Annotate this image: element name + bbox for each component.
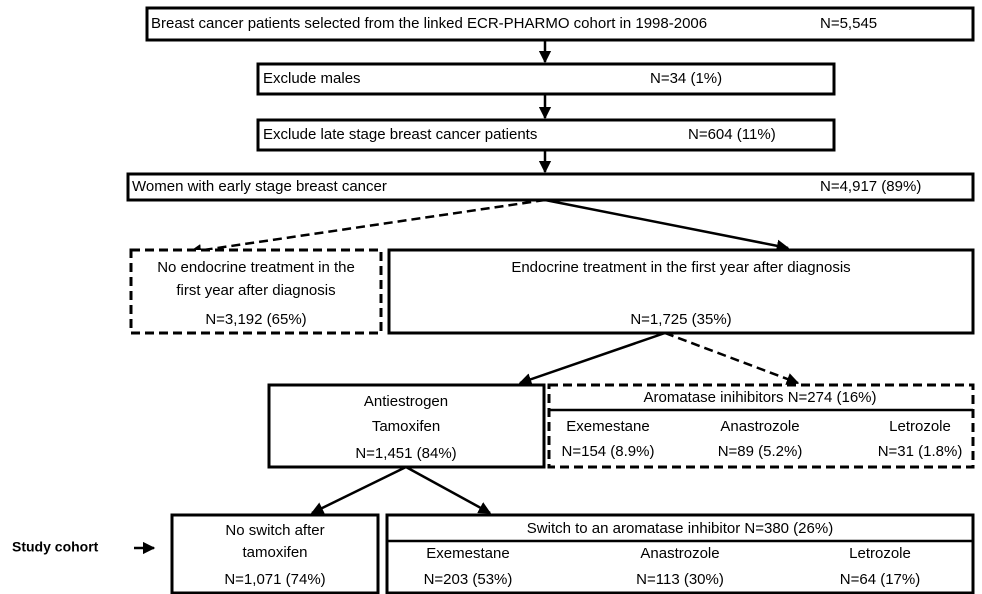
- label: tamoxifen: [242, 544, 307, 561]
- arrow: [544, 198, 790, 252]
- connectors: [134, 40, 800, 555]
- subgroup-count: N=31 (1.8%): [878, 443, 963, 460]
- node: Breast cancer patients selected from the…: [145, 6, 975, 42]
- arrow: [405, 465, 492, 515]
- node: Women with early stage breast cancer N=4…: [126, 172, 975, 202]
- subgroup-count: N=89 (5.2%): [718, 443, 803, 460]
- label: Antiestrogen: [364, 393, 448, 410]
- node: Aromatase inihibitors N=274 (16%) Exemes…: [547, 383, 975, 469]
- arrow: [664, 331, 800, 385]
- box: [256, 62, 836, 96]
- box: [256, 118, 836, 152]
- count: N=1,725 (35%): [630, 311, 731, 328]
- label: Women with early stage breast cancer: [132, 178, 387, 195]
- count: N=3,192 (65%): [205, 311, 306, 328]
- subgroup-count: N=64 (17%): [840, 571, 920, 588]
- label: No endocrine treatment in the: [157, 259, 355, 276]
- count: N=604 (11%): [688, 126, 776, 143]
- label: Tamoxifen: [372, 418, 440, 435]
- label: Switch to an aromatase inhibitor N=380 (…: [527, 520, 833, 537]
- box: [385, 513, 975, 594]
- count: N=1,451 (84%): [355, 445, 456, 462]
- arrow: [188, 198, 546, 257]
- label: Breast cancer patients selected from the…: [151, 15, 707, 32]
- count: N=1,071 (74%): [224, 571, 325, 588]
- subgroup-name: Anastrozole: [640, 545, 719, 562]
- box: [145, 6, 975, 42]
- arrow: [518, 331, 666, 386]
- node: No endocrine treatment in the first year…: [129, 248, 383, 335]
- study-cohort-label: Study cohort: [12, 539, 99, 555]
- box: [387, 248, 975, 335]
- box: [547, 383, 975, 469]
- box: [267, 383, 546, 469]
- subgroup-name: Letrozole: [849, 545, 911, 562]
- box: [170, 513, 380, 594]
- subgroup-name: Exemestane: [566, 418, 649, 435]
- label: No switch after: [225, 522, 324, 539]
- subgroup-count: N=154 (8.9%): [562, 443, 655, 460]
- label: Exclude males: [263, 70, 361, 87]
- node: Exclude late stage breast cancer patient…: [256, 118, 836, 152]
- subgroup-name: Exemestane: [426, 545, 509, 562]
- node: Endocrine treatment in the first year af…: [387, 248, 975, 335]
- subgroup-count: N=203 (53%): [424, 571, 513, 588]
- subgroup-count: N=113 (30%): [636, 571, 724, 588]
- arrow: [310, 465, 407, 515]
- label: Endocrine treatment in the first year af…: [511, 259, 850, 276]
- node: No switch after tamoxifen N=1,071 (74%): [170, 513, 380, 594]
- box: [126, 172, 975, 202]
- count: N=5,545: [820, 15, 877, 32]
- label: Exclude late stage breast cancer patient…: [263, 126, 537, 143]
- node: Exclude males N=34 (1%): [256, 62, 836, 96]
- subgroup-name: Anastrozole: [720, 418, 799, 435]
- node: Antiestrogen Tamoxifen N=1,451 (84%): [267, 383, 546, 469]
- label: first year after diagnosis: [176, 282, 335, 299]
- node: Switch to an aromatase inhibitor N=380 (…: [385, 513, 975, 594]
- box: [129, 248, 383, 335]
- subgroup-name: Letrozole: [889, 418, 951, 435]
- label: Aromatase inihibitors N=274 (16%): [643, 389, 876, 406]
- count: N=34 (1%): [650, 70, 722, 87]
- count: N=4,917 (89%): [820, 178, 921, 195]
